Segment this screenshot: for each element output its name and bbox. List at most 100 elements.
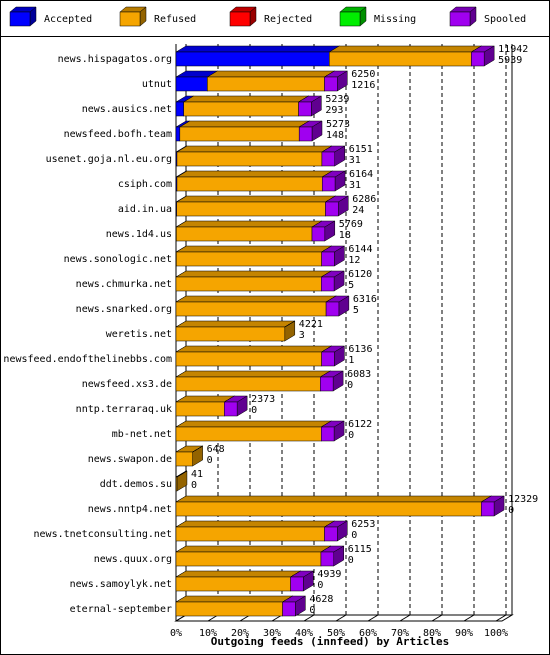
total-label: 6286	[352, 194, 376, 205]
x-tick-label: 70%	[391, 628, 409, 639]
bar-front	[175, 351, 322, 367]
bar-front	[175, 526, 325, 542]
bar-front	[175, 476, 178, 492]
total-label: 4628	[309, 594, 333, 605]
category-label: mb-net.net	[112, 429, 172, 440]
bar-front	[321, 351, 335, 367]
total-label: 6250	[351, 69, 375, 80]
bar-top	[192, 445, 203, 453]
bar-front	[325, 201, 339, 217]
category-label: news.sonologic.net	[64, 254, 172, 265]
x-tick-label: 100%	[484, 628, 508, 639]
bar-segment	[176, 170, 334, 192]
bar-top	[175, 370, 332, 378]
bar-front	[175, 426, 322, 442]
bar-segment	[223, 395, 249, 417]
category-label: newsfeed.bofh.team	[64, 129, 172, 140]
total-label: 2373	[251, 394, 275, 405]
accepted-label: 0	[351, 530, 357, 541]
bar-front	[290, 576, 304, 592]
bar-front	[298, 126, 313, 142]
accepted-label: 24	[352, 205, 364, 216]
bar-segment	[175, 370, 332, 392]
bar-front	[175, 401, 225, 417]
accepted-label: 12	[348, 255, 360, 266]
accepted-label: 5939	[498, 55, 522, 66]
category-label: ddt.demos.su	[100, 479, 172, 490]
bar-segment	[325, 295, 350, 317]
bar-top	[175, 520, 336, 528]
bar-front	[176, 151, 323, 167]
bar-front	[175, 101, 184, 117]
category-label: nntp.terraraq.uk	[76, 404, 172, 415]
accepted-label: 31	[349, 180, 361, 191]
total-label: 6151	[349, 144, 373, 155]
bar-front	[321, 151, 335, 167]
bar-front	[298, 101, 312, 117]
bar-top	[175, 420, 333, 428]
accepted-label: 0	[207, 455, 213, 466]
bar-segment	[320, 345, 346, 367]
category-label: usenet.goja.nl.eu.org	[46, 154, 172, 165]
bar-segment	[175, 420, 333, 442]
category-label: eternal-september	[70, 604, 172, 615]
bar-segment	[175, 195, 337, 217]
legend-swatch	[9, 11, 31, 27]
bar-top	[182, 95, 310, 103]
x-tick	[303, 614, 315, 622]
x-tick	[399, 614, 411, 622]
bar-segment	[323, 520, 349, 542]
bar-top	[175, 545, 332, 553]
bar-top	[175, 195, 337, 203]
category-label: news.tnetconsulting.net	[34, 529, 172, 540]
bar-segment	[320, 545, 345, 567]
x-tick-label: 90%	[455, 628, 473, 639]
bar-top	[176, 470, 188, 478]
bar-segment	[480, 495, 505, 517]
accepted-label: 5	[353, 305, 359, 316]
category-label: news.quux.org	[94, 554, 172, 565]
x-tick-label: 0%	[170, 628, 182, 639]
category-label: news.snarked.org	[76, 304, 172, 315]
x-tick	[367, 614, 379, 622]
x-tick	[335, 614, 347, 622]
bar-top	[176, 145, 333, 153]
bar-front	[175, 276, 322, 292]
x-tick-label: 80%	[423, 628, 441, 639]
accepted-label: 5	[348, 280, 354, 291]
bar-front	[176, 201, 326, 217]
bar-segment	[321, 145, 346, 167]
bar-segment	[182, 95, 310, 117]
bar-front	[175, 601, 283, 617]
accepted-label: 0	[347, 380, 353, 391]
bar-front	[175, 326, 286, 342]
accepted-label: 0	[251, 405, 257, 416]
accepted-label: 0	[508, 505, 514, 516]
category-label: news.1d4.us	[106, 229, 172, 240]
bar-front	[176, 251, 322, 267]
bar-top	[175, 245, 333, 253]
bar-front	[321, 251, 335, 267]
accepted-label: 0	[191, 480, 197, 491]
category-label: aid.in.ua	[118, 204, 172, 215]
bar-front	[175, 551, 322, 567]
total-label: 5239	[325, 94, 349, 105]
bar-segment	[324, 195, 350, 217]
bar-segment	[175, 270, 333, 292]
total-label: 4221	[299, 319, 323, 330]
category-label: utnut	[142, 79, 172, 90]
bar-front	[324, 76, 338, 92]
bar-segment	[320, 270, 345, 292]
bar-top	[175, 570, 302, 578]
x-tick	[463, 614, 475, 622]
total-label: 5769	[339, 219, 363, 230]
total-label: 6316	[353, 294, 377, 305]
bar-top	[175, 220, 323, 228]
bar-front	[175, 301, 327, 317]
bar-segment	[206, 70, 336, 92]
bar-front	[175, 576, 291, 592]
category-label: weretis.net	[106, 329, 172, 340]
accepted-label: 0	[348, 555, 354, 566]
bar-top	[175, 495, 493, 503]
